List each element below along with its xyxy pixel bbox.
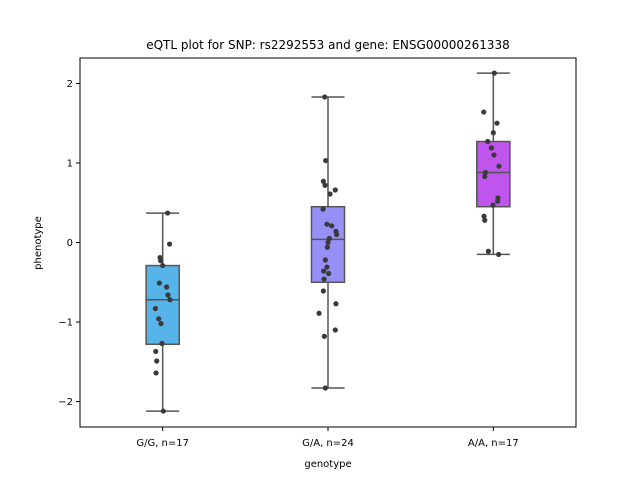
data-point (481, 213, 487, 219)
x-tick-label: A/A, n=17 (468, 438, 519, 449)
data-point (496, 163, 502, 169)
chart-title: eQTL plot for SNP: rs2292553 and gene: E… (146, 38, 510, 52)
y-tick-label: 1 (67, 158, 73, 169)
data-point (326, 235, 332, 242)
data-point (322, 257, 328, 263)
data-point (156, 280, 162, 286)
data-point (485, 248, 491, 254)
data-point (322, 94, 328, 100)
data-point (320, 288, 326, 294)
data-point (485, 138, 491, 145)
data-point (325, 239, 331, 246)
iqr-box (310, 205, 346, 284)
data-point (490, 130, 496, 136)
data-point (152, 305, 158, 312)
y-tick-label: 0 (67, 238, 73, 249)
data-point (322, 385, 328, 391)
data-point (323, 157, 329, 164)
data-point (496, 251, 502, 258)
data-point (329, 223, 335, 229)
data-point (153, 348, 159, 355)
data-point (160, 262, 166, 269)
data-point (167, 241, 173, 247)
data-point (324, 264, 330, 270)
data-point (154, 358, 160, 364)
data-point (165, 292, 171, 298)
data-point (165, 210, 171, 216)
y-tick-label: 2 (67, 79, 73, 90)
data-point (332, 327, 338, 333)
data-point (321, 276, 327, 282)
y-tick-label: −1 (58, 318, 73, 329)
data-point (324, 221, 330, 227)
data-point (326, 270, 332, 277)
box-group-3 (476, 72, 511, 256)
data-point (491, 152, 497, 158)
box-group-1 (145, 212, 180, 412)
data-point (482, 217, 488, 223)
data-point (156, 316, 162, 322)
y-tick-label: −2 (58, 397, 73, 408)
x-tick-label: G/A, n=24 (302, 438, 354, 449)
data-point (158, 258, 164, 264)
data-point (158, 321, 164, 327)
data-point (159, 340, 165, 347)
data-point (333, 231, 340, 238)
data-point (164, 284, 170, 290)
data-point (481, 109, 487, 115)
data-point (320, 206, 326, 212)
data-point (332, 187, 338, 193)
data-point (482, 173, 488, 180)
x-tick-label: G/G, n=17 (136, 438, 189, 449)
data-point (321, 268, 327, 274)
data-point (482, 169, 488, 176)
data-point (494, 120, 500, 126)
y-axis-label: phenotype (33, 216, 44, 270)
data-point (488, 145, 494, 151)
data-point (327, 191, 333, 197)
data-point (322, 182, 328, 188)
iqr-box (476, 140, 511, 208)
data-point (320, 178, 326, 184)
data-point (324, 244, 330, 250)
iqr-box (145, 264, 180, 346)
data-point (167, 297, 173, 303)
data-point (160, 408, 166, 414)
data-point (316, 310, 322, 316)
data-point (495, 198, 501, 204)
data-point (333, 301, 339, 307)
data-point (153, 370, 159, 376)
data-point (491, 70, 497, 76)
data-point (321, 333, 327, 339)
data-point (490, 202, 496, 208)
x-axis-label: genotype (304, 459, 351, 470)
